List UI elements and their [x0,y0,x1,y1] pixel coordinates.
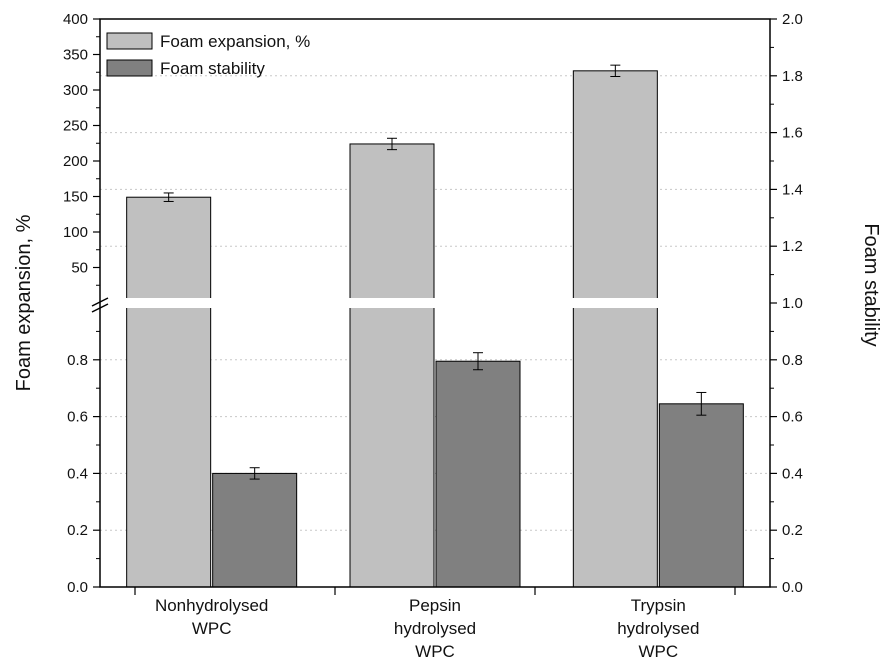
right-tick-label: 1.2 [782,238,803,255]
category-label: Nonhydrolysed [155,596,268,615]
axis-ticks: 0.0 0.2 0.4 0.6 0.8 1.0 1.2 1.4 1.6 1.8 2.0 0.0 0.2 0… [63,11,803,596]
bar-foam-stability [658,403,744,588]
left-tick-label: 300 [63,82,88,99]
left-tick-label: 0.8 [67,352,88,369]
y-axis-left-title: Foam expansion, % [13,214,35,391]
right-tick-label: 1.8 [782,68,803,85]
left-tick-label: 0.0 [67,579,88,596]
left-tick-label: 0.4 [67,465,88,482]
y-axis-right-title: Foam stability [860,223,882,346]
left-tick-label: 400 [63,11,88,28]
bar-foam-stability [212,472,298,588]
left-tick-label: 200 [63,153,88,170]
break-gap [92,298,770,308]
legend: Foam expansion, % Foam stability [106,32,310,78]
right-tick-label: 2.0 [782,11,803,28]
legend-label-expansion: Foam expansion, % [160,32,310,51]
category-label: WPC [638,642,678,661]
error-bars [163,64,707,480]
bar-foam-expansion [126,196,212,588]
right-tick-label: 0.2 [782,522,803,539]
legend-swatch-expansion [106,32,153,50]
left-tick-label: 350 [63,47,88,64]
left-tick-label: 150 [63,189,88,206]
left-tick-label: 250 [63,118,88,135]
right-tick-label: 1.4 [782,181,803,198]
category-label: hydrolysed [617,619,699,638]
right-tick-label: 0.0 [782,579,803,596]
left-tick-label: 0.6 [67,409,88,426]
left-tick-label: 50 [71,260,88,277]
category-label: hydrolysed [394,619,476,638]
category-label: WPC [192,619,232,638]
right-tick-label: 1.0 [782,295,803,312]
right-tick-label: 0.6 [782,409,803,426]
category-labels: Nonhydrolysed WPC Pepsin hydrolysed WPC Tryps… [155,596,699,661]
bar-foam-expansion [572,70,658,588]
right-tick-label: 0.4 [782,465,803,482]
left-tick-label: 100 [63,224,88,241]
bar-foam-stability [435,360,521,588]
category-label: Trypsin [631,596,686,615]
category-label: WPC [415,642,455,661]
legend-swatch-stability [106,59,153,77]
bars [126,70,744,588]
legend-label-stability: Foam stability [160,59,265,78]
bar-foam-expansion [349,143,435,588]
right-tick-label: 1.6 [782,125,803,142]
left-tick-label: 0.2 [67,522,88,539]
right-tick-label: 0.8 [782,352,803,369]
category-label: Pepsin [409,596,461,615]
